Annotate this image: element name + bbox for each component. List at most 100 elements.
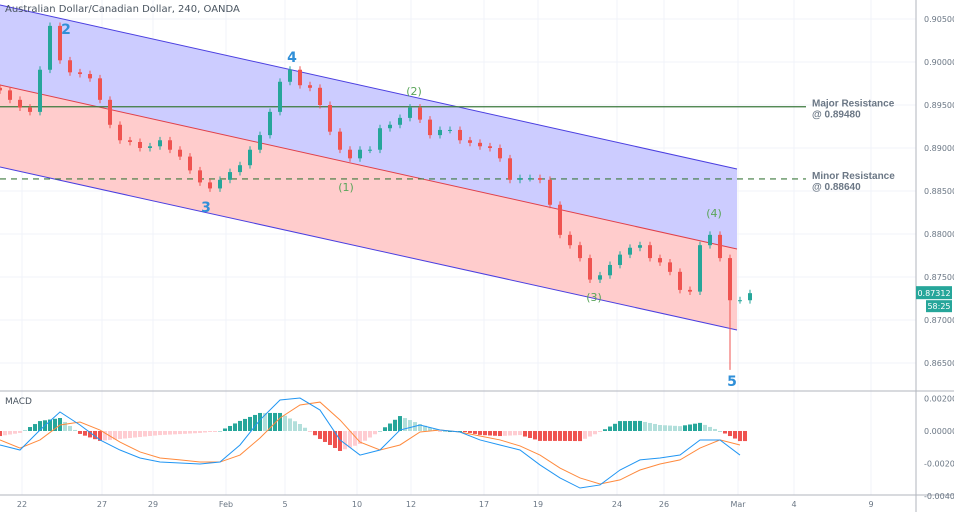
candle-body — [648, 245, 652, 259]
macd-histogram-bar — [523, 431, 527, 437]
time-tick-label: 17 — [479, 500, 489, 509]
macd-histogram-bar — [258, 412, 262, 431]
wave-label: 3 — [201, 200, 211, 216]
macd-histogram-bar — [18, 431, 22, 433]
macd-histogram-bar — [223, 428, 227, 431]
macd-histogram-bar — [708, 426, 712, 431]
macd-histogram-bar — [138, 431, 142, 438]
candle-body — [308, 85, 312, 88]
macd-histogram-bar — [403, 418, 407, 431]
candle-body — [508, 158, 512, 180]
candle-body — [688, 289, 692, 292]
time-tick-label: 4 — [791, 500, 796, 509]
macd-histogram-bar — [243, 418, 247, 431]
macd-histogram-bar — [343, 431, 347, 450]
candle-body — [278, 81, 282, 112]
macd-histogram-bar — [78, 431, 82, 434]
macd-tick-label: 0.00000 — [924, 427, 954, 436]
resistance-label: Minor Resistance — [812, 171, 895, 182]
candle-body — [158, 140, 162, 147]
macd-histogram-bar — [513, 431, 517, 436]
candle-body — [728, 258, 732, 301]
candle-body — [188, 156, 192, 171]
macd-histogram-bar — [638, 420, 642, 431]
macd-histogram-bar — [338, 431, 342, 451]
macd-histogram-bar — [663, 425, 667, 431]
macd-histogram-bar — [468, 431, 472, 433]
candle-body — [248, 149, 252, 166]
macd-histogram-bar — [538, 431, 542, 441]
time-tick-label: 12 — [406, 500, 416, 509]
channel-upper-line — [0, 4, 738, 170]
candle-body — [238, 165, 242, 173]
macd-histogram-bar — [608, 426, 612, 431]
macd-histogram-bar — [178, 431, 182, 435]
macd-histogram-bar — [668, 425, 672, 431]
macd-histogram-bar — [598, 431, 602, 432]
macd-histogram-bar — [618, 421, 622, 431]
macd-histogram-bar — [168, 431, 172, 435]
macd-histogram-bar — [593, 431, 597, 435]
macd-histogram-bar — [198, 431, 202, 433]
macd-histogram-bar — [8, 431, 12, 435]
candle-body — [318, 87, 322, 105]
macd-histogram-bar — [698, 422, 702, 431]
macd-histogram-bar — [653, 423, 657, 431]
wave-label: (2) — [406, 85, 422, 98]
macd-histogram-bar — [238, 420, 242, 431]
macd-histogram-bar — [288, 418, 292, 431]
macd-histogram-bar — [273, 412, 277, 431]
candle-body — [618, 254, 622, 265]
time-tick-label: 26 — [659, 500, 669, 509]
macd-histogram-bar — [568, 431, 572, 441]
macd-histogram-bar — [98, 431, 102, 441]
macd-histogram-bar — [628, 421, 632, 431]
macd-histogram-bar — [728, 431, 732, 437]
candle-body — [358, 149, 362, 159]
time-tick-label: 24 — [612, 500, 622, 509]
macd-histogram-bar — [268, 412, 272, 431]
macd-histogram-bar — [463, 431, 467, 432]
macd-histogram-bar — [623, 421, 627, 431]
macd-histogram-bar — [358, 431, 362, 444]
macd-histogram-bar — [528, 431, 532, 438]
time-tick-label: 10 — [352, 500, 362, 509]
candle-body — [88, 74, 92, 79]
candle-body — [338, 131, 342, 150]
macd-histogram-bar — [348, 431, 352, 448]
macd-tick-label: 0.00200 — [924, 395, 954, 404]
macd-histogram-bar — [83, 431, 87, 436]
macd-histogram-bar — [633, 420, 637, 431]
macd-histogram-bar — [688, 424, 692, 431]
last-price-text: 0.87312 — [917, 289, 950, 298]
channel-upper-fill — [0, 5, 737, 249]
macd-histogram-bar — [293, 421, 297, 431]
macd-histogram-bar — [518, 431, 522, 436]
macd-histogram-bar — [228, 425, 232, 431]
candle-body — [538, 178, 542, 180]
candle-body — [418, 107, 422, 120]
candle-body — [0, 87, 2, 91]
chart-title: Australian Dollar/Canadian Dollar, 240, … — [5, 4, 240, 15]
time-tick-label: Mar — [730, 500, 746, 509]
price-tick-label: 0.89000 — [924, 144, 954, 153]
macd-histogram-bar — [473, 431, 477, 434]
macd-histogram-bar — [298, 424, 302, 431]
candle-body — [658, 258, 662, 263]
candle-body — [368, 149, 372, 151]
macd-histogram-bar — [398, 416, 402, 431]
candle-body — [348, 149, 352, 159]
macd-histogram-bar — [718, 431, 722, 432]
macd-histogram-bar — [103, 431, 107, 441]
candle-body — [258, 135, 262, 150]
macd-histogram-bar — [683, 425, 687, 431]
macd-histogram-bar — [133, 431, 137, 438]
wave-label: (3) — [586, 291, 602, 304]
candle-body — [568, 234, 572, 246]
macd-histogram-bar — [213, 431, 217, 432]
macd-line — [0, 397, 741, 489]
candle-body — [578, 245, 582, 259]
candle-body — [148, 146, 152, 148]
macd-histogram-bar — [383, 427, 387, 431]
